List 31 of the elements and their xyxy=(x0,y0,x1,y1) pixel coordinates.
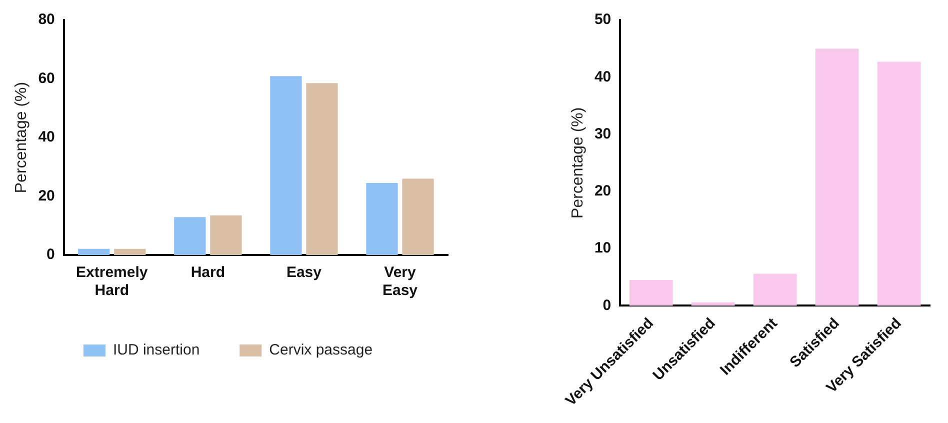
y-tick-label: 60 xyxy=(38,70,55,87)
y-axis-title: Percentage (%) xyxy=(13,82,30,194)
y-tick-label: 40 xyxy=(38,128,55,146)
y-tick-label: 0 xyxy=(602,296,612,314)
y-axis-title: Percentage (%) xyxy=(569,107,586,218)
x-tick-label: Hard xyxy=(190,264,226,282)
y-tick-label: 10 xyxy=(594,240,612,257)
y-tick-label: 80 xyxy=(38,11,55,28)
bar xyxy=(270,76,302,255)
y-tick-label: 30 xyxy=(594,125,612,142)
bar xyxy=(402,178,434,255)
x-tick-label: Easy xyxy=(286,264,322,282)
bar xyxy=(306,83,338,255)
bar xyxy=(753,274,797,306)
y-tick-label: 0 xyxy=(46,246,55,264)
legend-label: Cervix passage xyxy=(269,342,373,359)
bar xyxy=(629,280,673,306)
y-tick-label: 40 xyxy=(594,68,612,86)
bar xyxy=(877,62,921,306)
bar xyxy=(78,248,110,255)
x-tick-label: Very Easy xyxy=(382,264,418,300)
x-tick-label: Extremely Hard xyxy=(76,264,148,300)
legend-label: IUD insertion xyxy=(112,342,200,359)
bar xyxy=(174,217,206,255)
bar xyxy=(815,48,859,306)
y-tick-label: 20 xyxy=(594,182,612,200)
y-tick-label: 20 xyxy=(38,187,55,204)
bar xyxy=(114,248,146,255)
bar xyxy=(210,215,242,255)
y-tick-label: 50 xyxy=(594,11,612,28)
bar xyxy=(366,183,398,255)
